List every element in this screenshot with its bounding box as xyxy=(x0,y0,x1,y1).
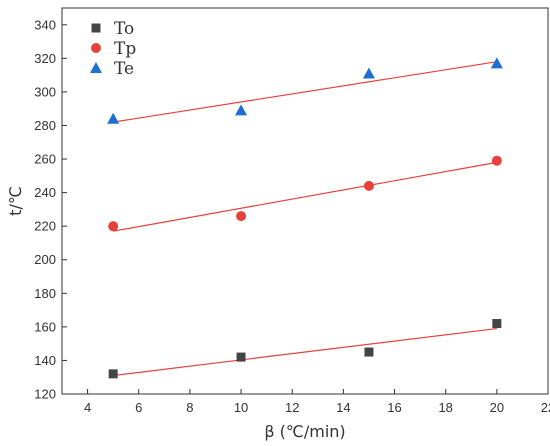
x-tick-label: 20 xyxy=(490,400,504,415)
legend-marker-tp xyxy=(91,43,101,53)
fit-line-to xyxy=(113,327,497,377)
x-tick-label: 10 xyxy=(234,400,248,415)
y-tick-label: 280 xyxy=(34,118,56,133)
data-point-tp xyxy=(236,211,247,222)
y-tick-label: 300 xyxy=(34,84,56,99)
y-tick-label: 240 xyxy=(34,185,56,200)
x-axis-title: β (℃/min) xyxy=(264,422,345,441)
y-tick-label: 220 xyxy=(34,219,56,234)
y-axis-ticks: 120 140 160 180 200 220 240 260 280 300 320 340 xyxy=(34,17,67,402)
legend-marker-te xyxy=(90,62,102,73)
data-point-tp xyxy=(491,155,502,166)
data-point-to xyxy=(236,352,246,362)
x-axis-ticks: 4 6 8 10 12 14 16 18 20 22 xyxy=(84,389,550,415)
y-tick-label: 260 xyxy=(34,152,56,167)
y-tick-label: 340 xyxy=(34,17,56,32)
x-tick-label: 14 xyxy=(336,400,350,415)
y-tick-label: 200 xyxy=(34,252,56,267)
y-tick-label: 180 xyxy=(34,286,56,301)
fit-lines xyxy=(113,61,497,377)
legend-marker-to xyxy=(91,23,101,33)
fit-line-tp xyxy=(113,161,497,232)
data-point-to xyxy=(364,347,374,357)
data-point-to xyxy=(492,319,502,329)
fit-line-te xyxy=(113,61,497,123)
data-point-tp xyxy=(363,180,374,191)
legend-label-te: Te xyxy=(114,59,134,79)
y-tick-label: 140 xyxy=(34,353,56,368)
x-tick-label: 18 xyxy=(438,400,452,415)
x-tick-label: 22 xyxy=(541,400,550,415)
x-tick-label: 8 xyxy=(186,400,193,415)
data-point-te xyxy=(235,104,248,116)
y-tick-label: 160 xyxy=(34,319,56,334)
x-tick-label: 16 xyxy=(387,400,401,415)
y-axis-title: t/℃ xyxy=(6,186,25,216)
data-point-te xyxy=(107,112,120,124)
y-tick-label: 320 xyxy=(34,51,56,66)
y-tick-label: 120 xyxy=(34,387,56,402)
data-point-te xyxy=(490,57,503,69)
x-tick-label: 6 xyxy=(135,400,142,415)
x-tick-label: 12 xyxy=(285,400,299,415)
x-tick-label: 4 xyxy=(84,400,91,415)
data-points xyxy=(107,57,503,379)
data-point-tp xyxy=(108,221,119,232)
plot-frame xyxy=(61,7,549,395)
legend-label-to: To xyxy=(114,19,134,39)
data-point-to xyxy=(108,369,118,379)
data-point-te xyxy=(362,67,375,79)
legend-label-tp: Tp xyxy=(114,39,136,59)
